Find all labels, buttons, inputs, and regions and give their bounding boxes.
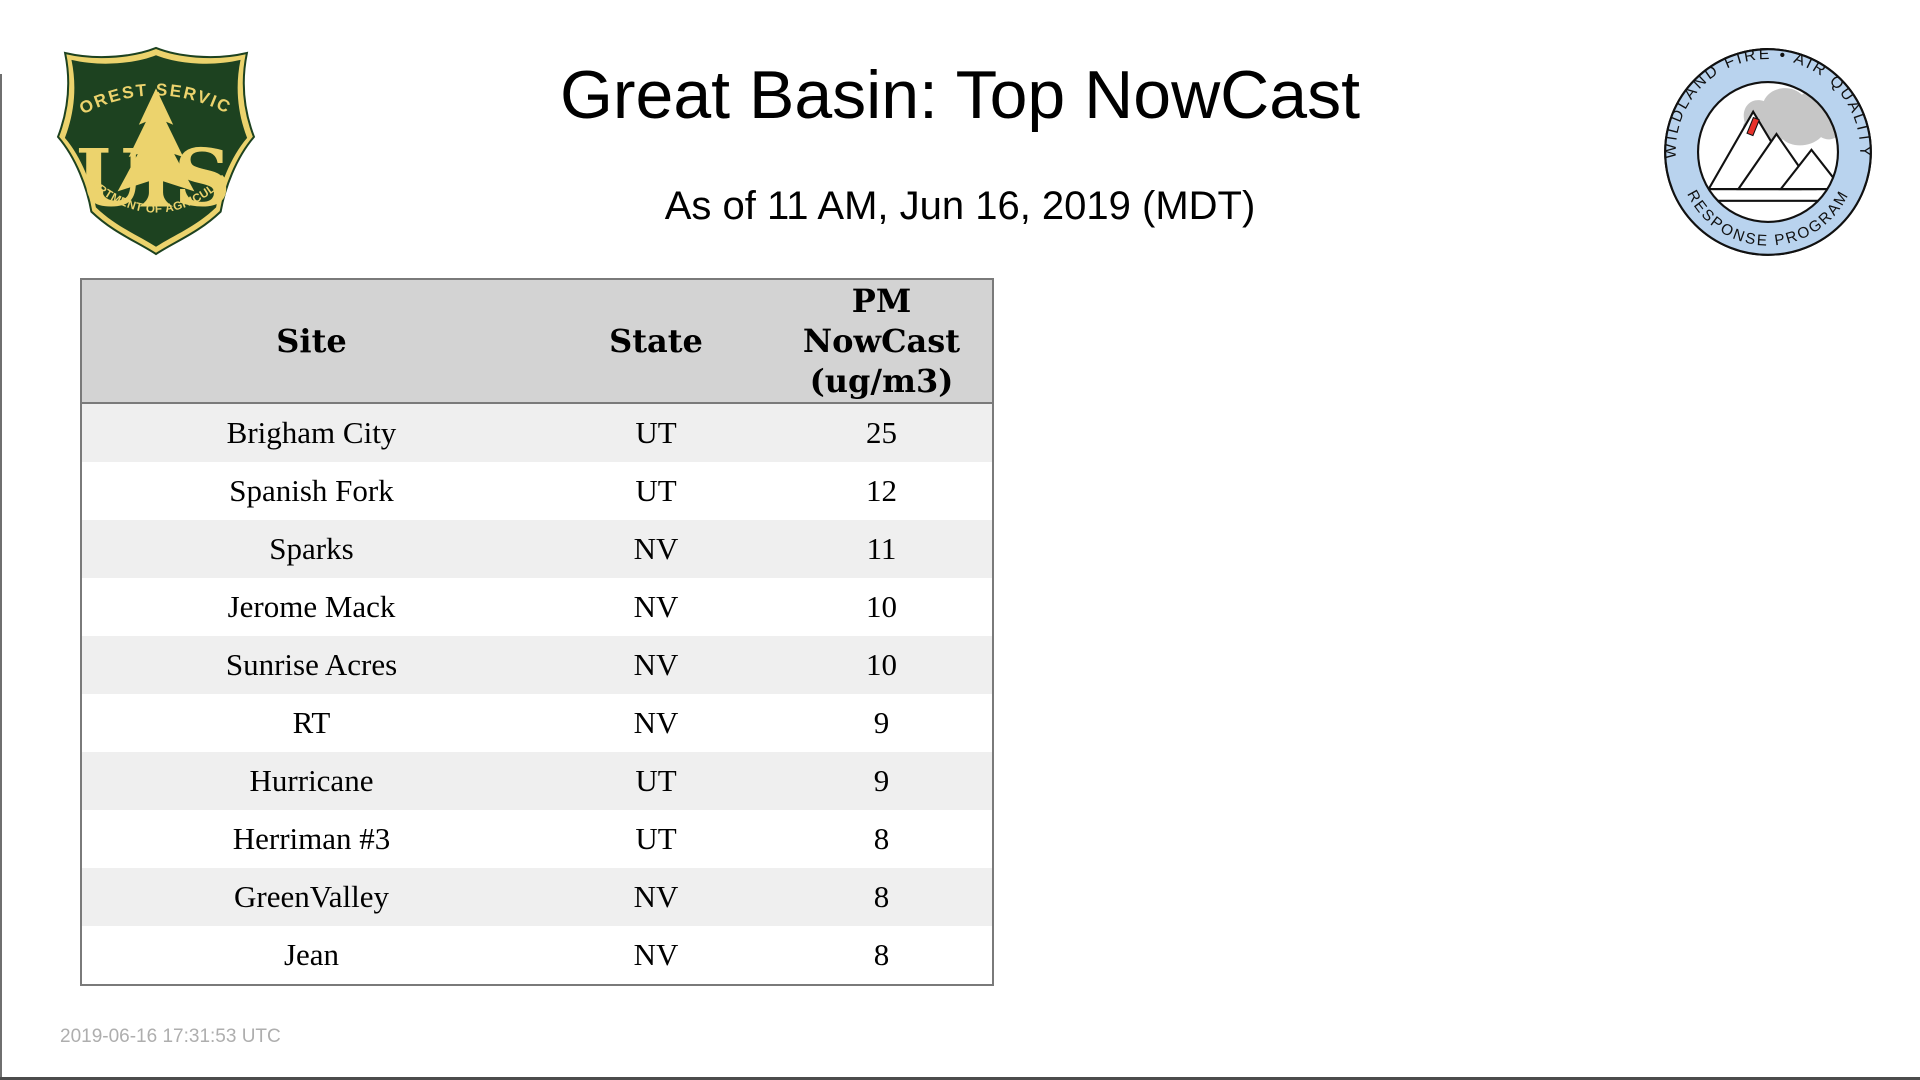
state-cell: NV — [541, 636, 771, 694]
table-row: Sparks NV 11 — [81, 520, 993, 578]
state-cell: NV — [633, 705, 679, 740]
pm-value-cell: 11 — [771, 520, 993, 578]
site-cell: Sparks — [81, 520, 541, 578]
nowcast-table: Site State PM NowCast (ug/m3) Brigham Ci… — [80, 278, 994, 986]
pm-value-cell: 10 — [771, 636, 993, 694]
wfaqrp-logo: WILDLAND FIRE • AIR QUALITY RESPONSE PRO… — [1662, 46, 1874, 258]
state-cell: NV — [541, 520, 771, 578]
page-bottom-edge-line — [0, 1077, 1920, 1080]
state-cell: UT — [635, 473, 677, 508]
column-header-site: Site — [81, 279, 541, 404]
table-row: Jean NV 8 — [81, 926, 993, 985]
usfs-shield-icon: FOREST SERVICE U S DEPARTMENT OF AGRICUL… — [55, 42, 256, 256]
table-row: Hurricane UT 9 — [81, 752, 993, 810]
table-row: Herriman #3 UT 8 — [81, 810, 993, 868]
table-row: Jerome Mack NV 10 — [81, 578, 993, 636]
pm-value-cell: 8 — [771, 868, 993, 926]
pm-value-cell: 8 — [873, 821, 890, 856]
site-cell: Spanish Fork — [229, 473, 394, 508]
pm-value-cell: 12 — [866, 473, 897, 508]
table-row: Sunrise Acres NV 10 — [81, 636, 993, 694]
table-header: Site State PM NowCast (ug/m3) — [81, 279, 993, 404]
table-row: RT NV 9 — [81, 694, 993, 752]
page-title: Great Basin: Top NowCast — [560, 57, 1360, 133]
site-cell: Brigham City — [81, 403, 541, 462]
table-body: Brigham City UT 25 Spanish Fork UT 12 Sparks NV… — [81, 403, 993, 985]
pm-value-cell: 25 — [771, 403, 993, 462]
wfaqrp-badge-icon: WILDLAND FIRE • AIR QUALITY RESPONSE PRO… — [1663, 46, 1872, 256]
page-left-edge-line — [0, 74, 2, 1080]
column-header-state: State — [541, 279, 771, 404]
pm-value-cell: 9 — [771, 752, 993, 810]
site-cell: Jean — [283, 937, 340, 972]
column-header-pm-nowcast: PM NowCast (ug/m3) — [771, 279, 993, 404]
site-cell: GreenValley — [81, 868, 541, 926]
pm-value-cell: 9 — [873, 705, 890, 740]
state-cell: NV — [541, 868, 771, 926]
state-cell: UT — [541, 403, 771, 462]
pm-value-cell: 8 — [873, 937, 890, 972]
site-cell: Hurricane — [81, 752, 541, 810]
table-row: GreenValley NV 8 — [81, 868, 993, 926]
table-row: Spanish Fork UT 12 — [81, 462, 993, 520]
page-subtitle: As of 11 AM, Jun 16, 2019 (MDT) — [664, 184, 1256, 228]
usfs-logo: FOREST SERVICE U S DEPARTMENT OF AGRICUL… — [55, 42, 257, 260]
site-cell: Sunrise Acres — [81, 636, 541, 694]
state-cell: NV — [633, 937, 679, 972]
flame-icon — [1746, 116, 1760, 137]
table-row: Brigham City UT 25 — [81, 403, 993, 462]
site-cell: Jerome Mack — [227, 589, 396, 624]
site-cell: RT — [292, 705, 331, 740]
usfs-tree-icon — [117, 88, 195, 207]
pm-value-cell: 10 — [866, 589, 897, 624]
site-cell: Herriman #3 — [232, 821, 391, 856]
state-cell: NV — [633, 589, 679, 624]
state-cell: UT — [635, 821, 677, 856]
footer-timestamp: 2019-06-16 17:31:53 UTC — [60, 1026, 281, 1047]
state-cell: UT — [541, 752, 771, 810]
